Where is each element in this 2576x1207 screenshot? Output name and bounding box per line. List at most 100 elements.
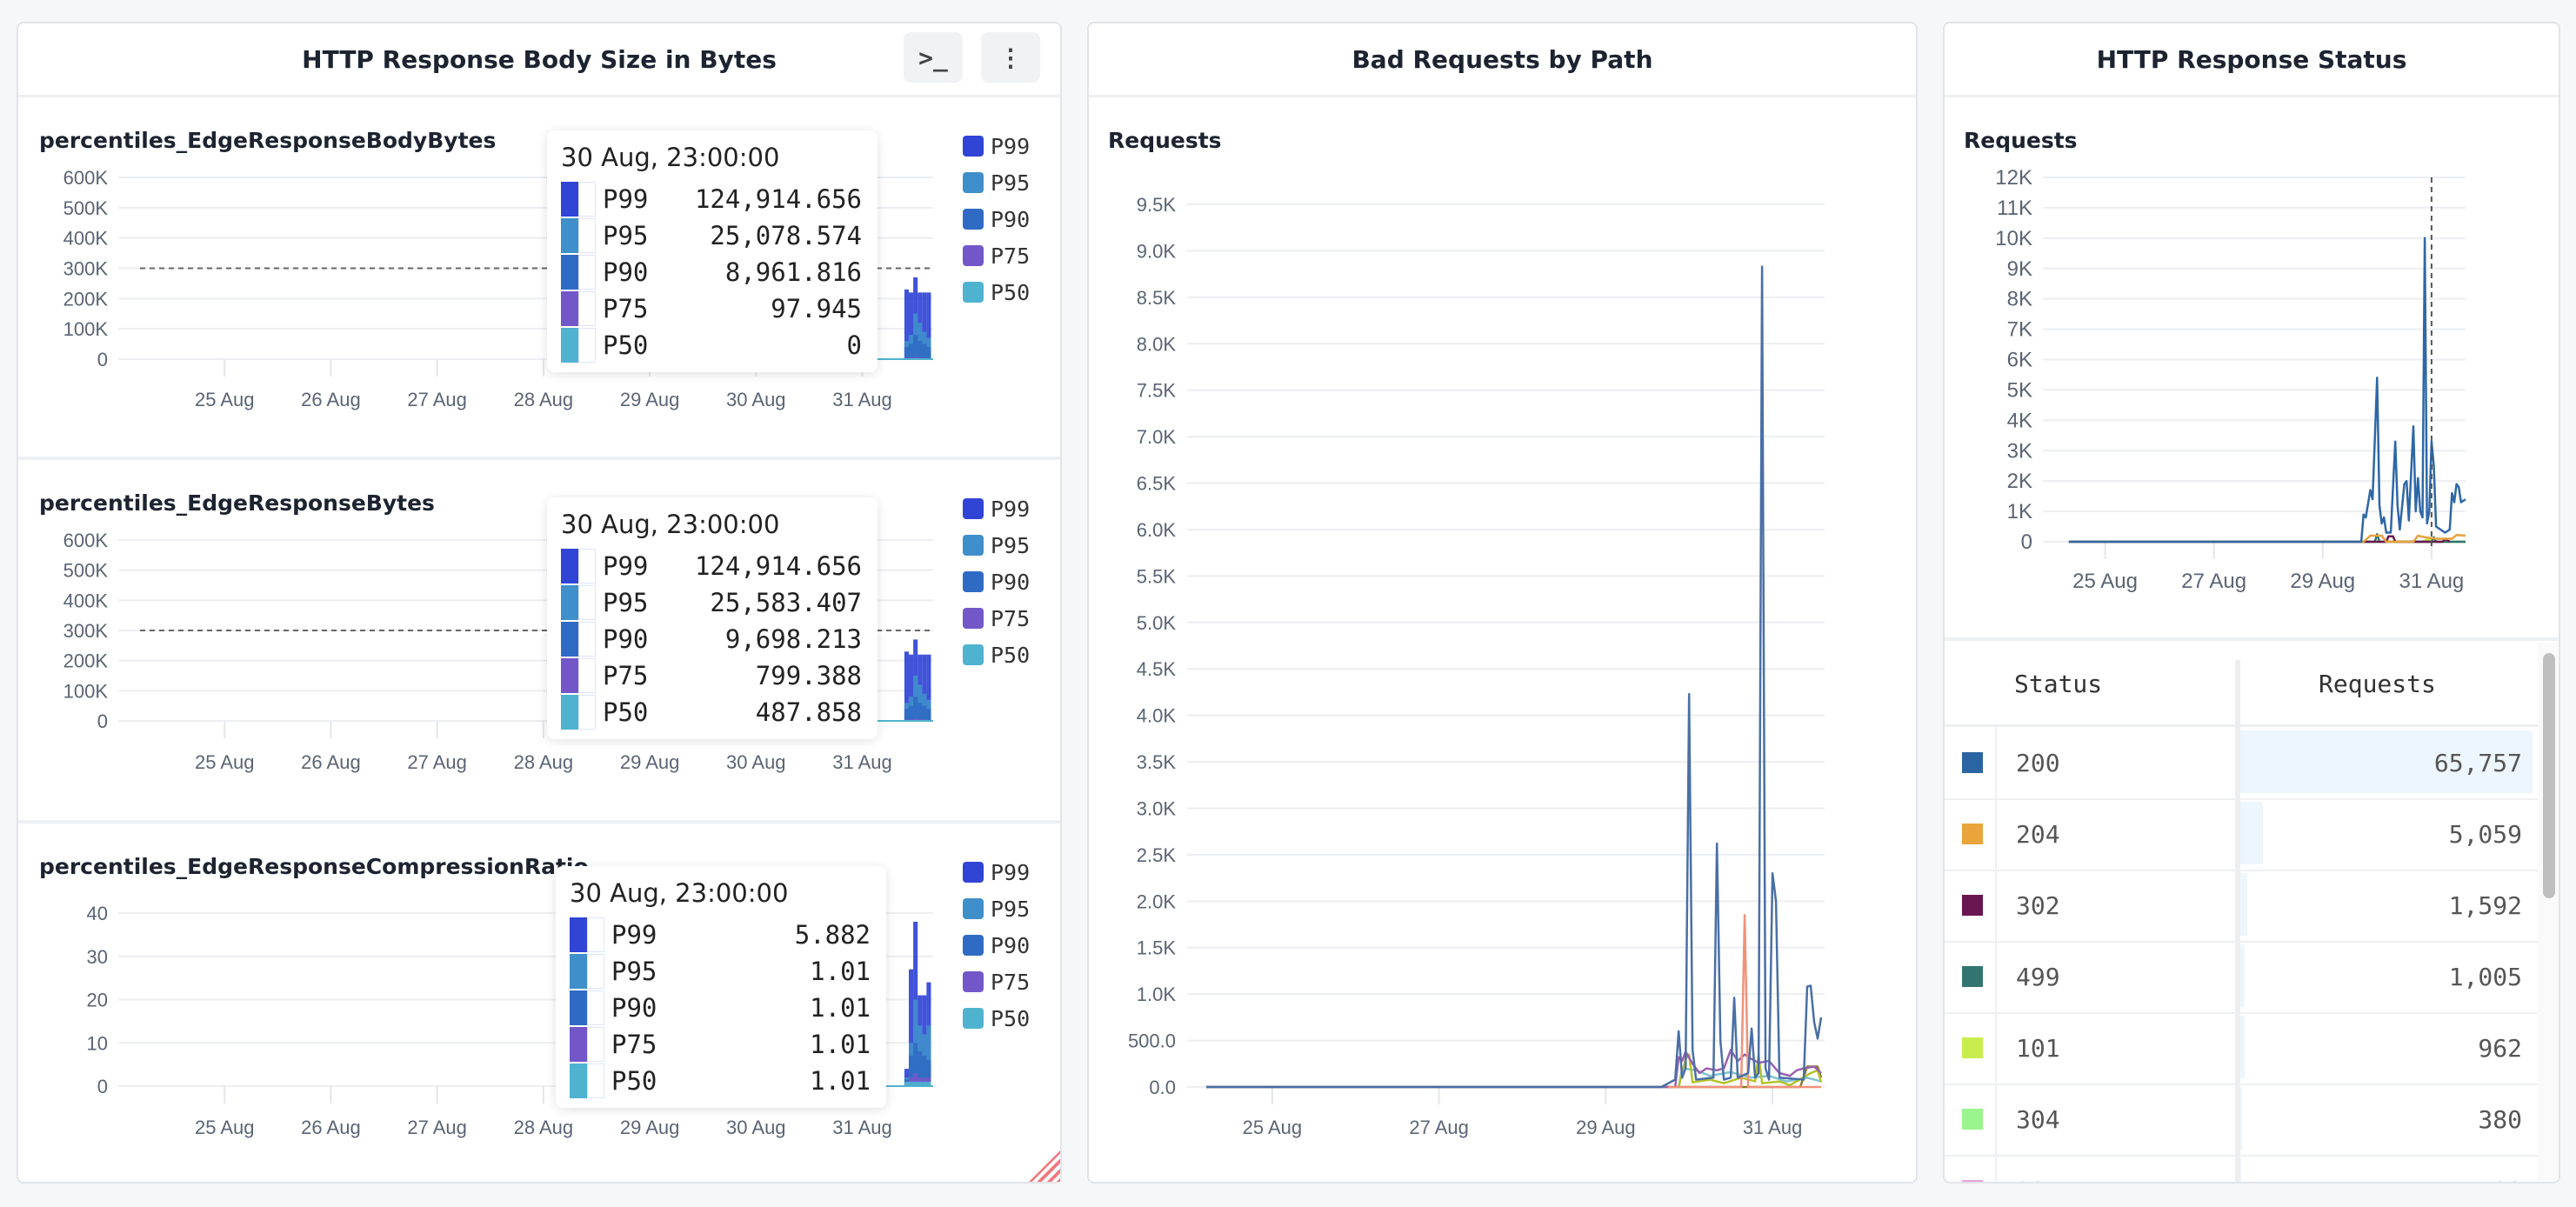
bar-p50[interactable] — [922, 1081, 927, 1086]
panel-header: HTTP Response Body Size in Bytes >_ ⋮ — [18, 23, 1060, 97]
table-row[interactable]: 301 190 — [1945, 1155, 2538, 1182]
bar-p75[interactable] — [913, 1073, 918, 1086]
requests-cell: 380 — [2478, 1104, 2522, 1134]
series-line[interactable] — [2068, 237, 2466, 543]
bar-p50[interactable] — [926, 1081, 931, 1086]
scrollbar-thumb[interactable] — [2543, 653, 2555, 898]
bar-p95[interactable] — [926, 1025, 931, 1086]
bar-p99[interactable] — [908, 292, 914, 359]
tooltip-time: 30 Aug, 23:00:00 — [561, 143, 780, 172]
legend-swatch — [963, 172, 984, 193]
tooltip-swatch — [570, 954, 587, 989]
bar-p99[interactable] — [904, 289, 909, 359]
series-line[interactable] — [2068, 533, 2466, 543]
bar-p90[interactable] — [922, 343, 927, 359]
legend-item-p90[interactable]: P90 — [963, 927, 1030, 964]
bar-p90[interactable] — [908, 343, 914, 359]
x-tick-label: 25 Aug — [195, 389, 255, 410]
bar-p90[interactable] — [918, 1051, 923, 1086]
legend-item-p99[interactable]: P99 — [963, 854, 1030, 890]
legend-label: P90 — [991, 569, 1031, 595]
table-row[interactable]: 101 962 — [1945, 1012, 2538, 1085]
bar-p50[interactable] — [913, 1081, 918, 1086]
series-line[interactable] — [1206, 1065, 1823, 1089]
table-row[interactable]: 499 1,005 — [1945, 941, 2538, 1014]
bar-p50[interactable] — [904, 1081, 909, 1086]
bar-p99[interactable] — [922, 654, 927, 721]
table-row[interactable]: 302 1,592 — [1945, 870, 2538, 943]
legend-item-p95[interactable]: P95 — [963, 890, 1030, 927]
y-tick-label: 8K — [2007, 288, 2032, 311]
bar-p99[interactable] — [926, 292, 931, 359]
legend-item-p90[interactable]: P90 — [963, 201, 1030, 237]
bar-p90[interactable] — [904, 709, 909, 721]
bar-p90[interactable] — [904, 347, 909, 359]
chart-1[interactable]: 0 100K 200K 300K 400K 500K 600K 25 Aug 26 Aug 27 … — [63, 530, 933, 773]
series-line[interactable] — [2068, 534, 2466, 543]
table-row[interactable]: 204 5,059 — [1945, 798, 2538, 871]
bar-p90[interactable] — [918, 341, 923, 359]
tooltip-label: P90 — [603, 624, 649, 654]
scrollbar[interactable] — [2538, 643, 2559, 1182]
legend-item-p75[interactable]: P75 — [963, 964, 1030, 1000]
bar-p90[interactable] — [926, 709, 931, 721]
bar-p90[interactable] — [926, 1060, 931, 1086]
legend-item-p95[interactable]: P95 — [963, 527, 1030, 563]
x-tick-label: 29 Aug — [620, 1117, 680, 1138]
bar-p90[interactable] — [913, 1043, 918, 1086]
bar-p90[interactable] — [922, 705, 927, 721]
table-row[interactable]: 304 380 — [1945, 1084, 2538, 1157]
table-row[interactable]: 200 65,757 — [1945, 727, 2538, 800]
bar-p99[interactable] — [904, 651, 909, 721]
series-line[interactable] — [1206, 265, 1823, 1089]
chart-4[interactable]: 0 1K 2K 3K 4K 5K 6K 7K 8K 9K 10K 11K 12K 25 Aug 27 Aug… — [1995, 166, 2466, 593]
legend-swatch — [963, 535, 984, 556]
bar-p99[interactable] — [908, 654, 914, 721]
bar-p50[interactable] — [908, 1081, 914, 1086]
bar-p75[interactable] — [913, 718, 918, 721]
legend-item-p99[interactable]: P99 — [963, 128, 1030, 164]
legend-item-p50[interactable]: P50 — [963, 1000, 1030, 1037]
bar-p90[interactable] — [922, 1056, 927, 1086]
bar-p50[interactable] — [918, 1081, 923, 1086]
series-line[interactable] — [1206, 1049, 1822, 1089]
tooltip-value: 1.01 — [810, 1030, 871, 1059]
legend-item-p95[interactable]: P95 — [963, 164, 1030, 201]
bar-p75[interactable] — [913, 357, 918, 359]
chart-3[interactable]: 0.0 500.0 1.0K 1.5K 2.0K 2.5K 3.0K 3.5K 4.0K 4.5K… — [1128, 194, 1825, 1138]
series-line[interactable] — [1668, 914, 1821, 1089]
y-tick-label: 20 — [87, 990, 108, 1011]
query-terminal-button[interactable]: >_ — [904, 32, 963, 83]
bar-p90[interactable] — [908, 1056, 914, 1086]
legend-item-p99[interactable]: P99 — [963, 490, 1030, 527]
bar-p99[interactable] — [908, 969, 914, 1086]
column-resize-handle[interactable] — [2235, 660, 2240, 1182]
bar-p99[interactable] — [926, 654, 931, 721]
legend-item-p50[interactable]: P50 — [963, 637, 1030, 673]
divider — [18, 820, 1060, 824]
bar-p90[interactable] — [908, 705, 914, 721]
column-header-status[interactable]: Status — [2014, 643, 2102, 724]
y-tick-label: 7.0K — [1137, 426, 1177, 448]
tooltip-swatch — [561, 585, 578, 620]
column-header-label: Status — [2014, 669, 2103, 698]
legend-item-p75[interactable]: P75 — [963, 600, 1030, 637]
bar-p90[interactable] — [926, 347, 931, 359]
series-line[interactable] — [1206, 1053, 1823, 1089]
bar-p90[interactable] — [913, 335, 918, 359]
x-tick-label: 25 Aug — [2072, 570, 2138, 593]
tooltip-row: P50 487.858 — [561, 694, 862, 730]
bar-p99[interactable] — [922, 292, 927, 359]
column-header-requests[interactable]: Requests — [2319, 643, 2436, 724]
panel-header: Bad Requests by Path — [1089, 23, 1916, 97]
legend-item-p90[interactable]: P90 — [963, 563, 1030, 600]
panel-header: HTTP Response Status — [1945, 23, 2559, 97]
y-tick-label: 400K — [63, 590, 109, 611]
body-size-panel: HTTP Response Body Size in Bytes >_ ⋮ pe… — [17, 22, 1062, 1184]
bar-p90[interactable] — [918, 703, 923, 721]
legend-item-p50[interactable]: P50 — [963, 274, 1030, 310]
more-options-button[interactable]: ⋮ — [981, 32, 1040, 83]
legend-item-p75[interactable]: P75 — [963, 237, 1030, 274]
y-tick-label: 10 — [87, 1032, 108, 1054]
bar-p90[interactable] — [913, 697, 918, 721]
